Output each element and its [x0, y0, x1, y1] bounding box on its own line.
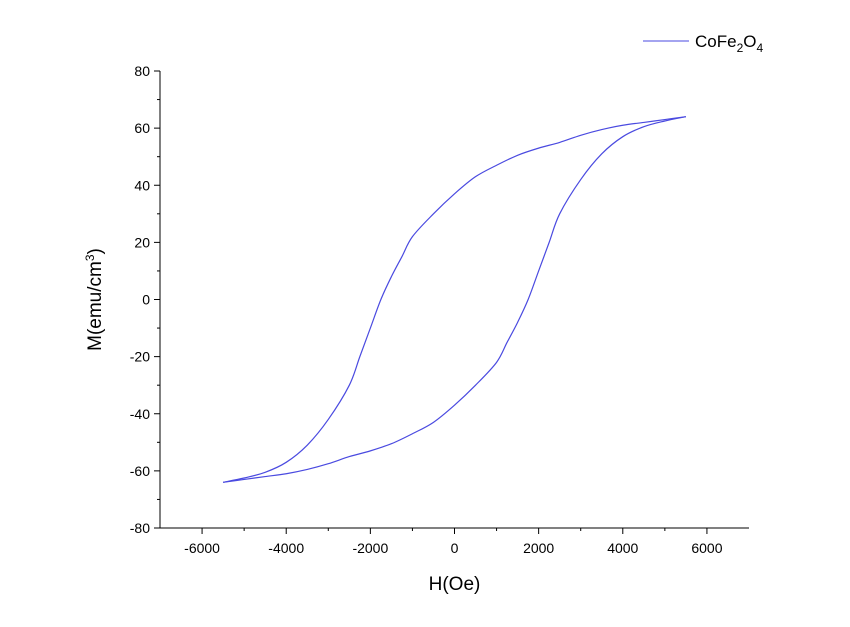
x-tick-label: 4000 — [607, 540, 638, 556]
y-tick-label: 80 — [134, 63, 150, 79]
y-tick-label: 40 — [134, 177, 150, 193]
y-axis-label-main: M(emu/cm — [85, 261, 106, 351]
y-ticks: -80 -60 -40 -20 0 20 40 60 80 — [130, 63, 160, 536]
descending-branch — [222, 116, 686, 483]
x-ticks: -6000 -4000 -2000 0 2000 4000 6000 — [184, 528, 723, 556]
legend-label-part2: O — [743, 32, 756, 51]
legend-label-sub1: 2 — [737, 41, 744, 55]
y-axis-label-close: ) — [85, 248, 106, 254]
legend: CoFe2O4 — [643, 32, 764, 55]
y-tick-label: -40 — [130, 406, 150, 422]
y-tick-label: 60 — [134, 120, 150, 136]
x-tick-label: -4000 — [268, 540, 304, 556]
x-tick-label: 0 — [451, 540, 459, 556]
axes — [159, 71, 749, 529]
x-axis-label: H(Oe) — [429, 574, 481, 595]
curves — [222, 116, 687, 483]
y-axis-label: M(emu/cm3) — [83, 248, 106, 351]
ascending-branch — [223, 116, 687, 483]
x-tick-label: -2000 — [352, 540, 388, 556]
legend-label-part1: CoFe — [695, 32, 737, 51]
x-tick-label: 2000 — [523, 540, 554, 556]
legend-label-sub2: 4 — [757, 41, 764, 55]
y-tick-label: 0 — [142, 292, 150, 308]
y-tick-label: 20 — [134, 234, 150, 250]
legend-label: CoFe2O4 — [695, 32, 764, 55]
y-axis-label-superscript: 3 — [83, 254, 97, 261]
y-tick-label: -60 — [130, 463, 150, 479]
y-tick-label: -80 — [130, 520, 150, 536]
y-tick-label: -20 — [130, 349, 150, 365]
x-tick-label: -6000 — [184, 540, 220, 556]
x-tick-label: 6000 — [691, 540, 722, 556]
